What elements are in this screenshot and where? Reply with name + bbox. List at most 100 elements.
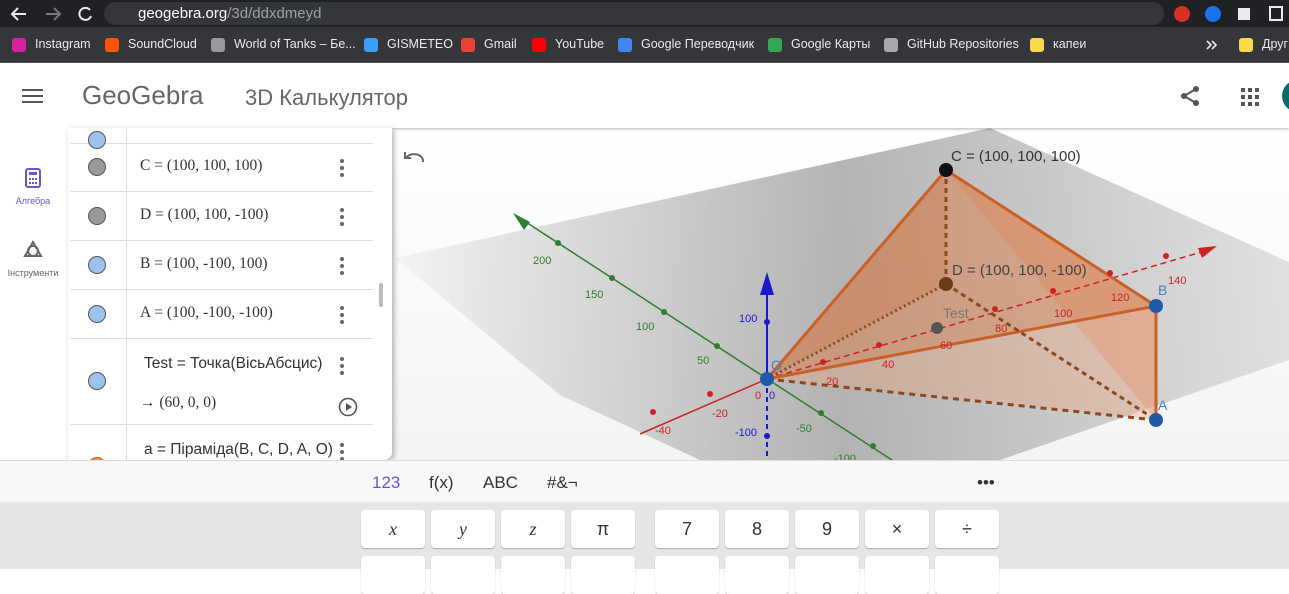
algebra-text[interactable]: D = (100, 100, -100) [140,206,269,223]
item-menu[interactable] [340,208,344,226]
visibility-toggle[interactable] [88,256,106,274]
key[interactable] [795,556,859,594]
address-bar[interactable]: geogebra.org/3d/ddxdmeyd [104,2,1164,25]
item-menu[interactable] [340,306,344,324]
axis-tick-label: 100 [1054,308,1072,320]
bookmark[interactable]: капеи [1053,37,1087,51]
x-axis [639,378,768,435]
algebra-tab[interactable]: Алгебра [15,196,51,206]
key[interactable] [935,556,999,594]
point-label: C = (100, 100, 100) [951,148,1081,165]
algebra-row[interactable]: Test = Точка(ВісьАбсцис) → (60, 0, 0) [70,339,373,425]
pyramid-face [946,170,1156,420]
algebra-row[interactable]: D = (100, 100, -100) [70,192,373,241]
algebra-text[interactable]: B = (100, -100, 100) [140,255,268,272]
key[interactable] [431,556,495,594]
bookmark[interactable]: Instagram [35,37,91,51]
axis-tick-label: 100 [739,313,757,325]
app-header: GeoGebra 3D Калькулятор [0,63,1289,128]
visibility-toggle[interactable] [88,158,106,176]
bookmark-icon [1239,38,1253,52]
algebra-text[interactable]: C = (100, 100, 100) [140,157,263,174]
algebra-row[interactable]: A = (100, -100, -100) [70,290,373,339]
key[interactable]: x [361,510,425,548]
point-label: Test [943,305,969,321]
point-label: D = (100, 100, -100) [952,262,1087,279]
algebra-text[interactable]: Test = Точка(ВісьАбсцис) [144,355,323,372]
axis-tick-label: -50 [796,423,812,435]
tick [764,319,770,325]
point [760,372,774,386]
visibility-toggle[interactable] [88,305,106,323]
tick [820,359,826,365]
key[interactable]: π [571,510,635,548]
algebra-text[interactable]: a = Піраміда(B, C, D, A, O) [144,441,333,458]
bookmark[interactable]: Gmail [484,37,517,51]
key[interactable]: z [501,510,565,548]
avatar[interactable] [1280,80,1289,112]
play-button[interactable] [338,397,358,417]
extensions[interactable] [1170,4,1285,24]
item-menu[interactable] [340,159,344,177]
bookmark-icon [768,38,782,52]
keyboard-tab[interactable]: 123 [372,473,401,492]
keyboard-tab[interactable]: f(x) [429,473,454,492]
item-icon [70,143,127,191]
algebra-text[interactable]: A = (100, -100, -100) [140,304,273,321]
tools-tab[interactable]: Інструменти [7,268,59,278]
key[interactable]: 9 [795,510,859,548]
key[interactable] [865,556,929,594]
axis-tick-label: 200 [533,255,551,267]
algebra-icon[interactable] [25,168,41,188]
point [939,277,953,291]
bookmark[interactable]: World of Tanks – Бе... [234,37,356,51]
tools-icon[interactable] [22,238,44,258]
tick [555,240,561,246]
bookmark[interactable]: SoundCloud [128,37,197,51]
key[interactable]: ÷ [935,510,999,548]
key[interactable]: 8 [725,510,789,548]
bookmark[interactable]: YouTube [555,37,605,51]
key[interactable] [725,556,789,594]
bookmark-icon [364,38,378,52]
share-button[interactable] [1180,85,1202,107]
visibility-toggle[interactable] [88,207,106,225]
algebra-row[interactable]: C = (100, 100, 100) [70,143,373,192]
tick [764,433,770,439]
menu-button[interactable] [22,88,44,104]
bookmark[interactable]: GitHub Repositories [907,37,1019,51]
algebra-row [70,128,373,149]
key[interactable]: 7 [655,510,719,548]
item-menu[interactable] [340,257,344,275]
key[interactable] [571,556,635,594]
key[interactable]: y [431,510,495,548]
bookmark[interactable]: GISMETEO [387,37,453,51]
apps-button[interactable] [1241,88,1259,106]
keyboard-tab[interactable]: #&¬ [547,473,578,492]
pyramid-edge [766,304,1157,381]
bookmarks-overflow[interactable] [1205,38,1219,57]
algebra-row[interactable]: a = Піраміда(B, C, D, A, O) [70,425,373,460]
point [931,322,943,334]
item-icon [70,192,127,240]
key[interactable] [655,556,719,594]
scrollbar[interactable] [379,283,383,307]
key[interactable] [361,556,425,594]
axis-tick-label: 20 [826,376,838,388]
bookmark-icon [211,38,225,52]
keyboard-tab[interactable]: ••• [977,473,995,492]
nav-buttons[interactable] [8,4,98,24]
keyboard-tab[interactable]: ABC [483,473,518,492]
axis-tick-label: 50 [697,355,709,367]
bookmark[interactable]: Google Карты [791,37,871,51]
key[interactable] [501,556,565,594]
bookmark-icon [461,38,475,52]
undo-button[interactable] [402,148,426,164]
bookmark[interactable]: Други [1262,37,1289,51]
bookmark[interactable]: Google Переводчик [641,37,755,51]
y-axis [514,214,896,463]
tick [650,409,656,415]
tick [992,306,998,312]
algebra-row[interactable]: B = (100, -100, 100) [70,241,373,290]
key[interactable]: × [865,510,929,548]
